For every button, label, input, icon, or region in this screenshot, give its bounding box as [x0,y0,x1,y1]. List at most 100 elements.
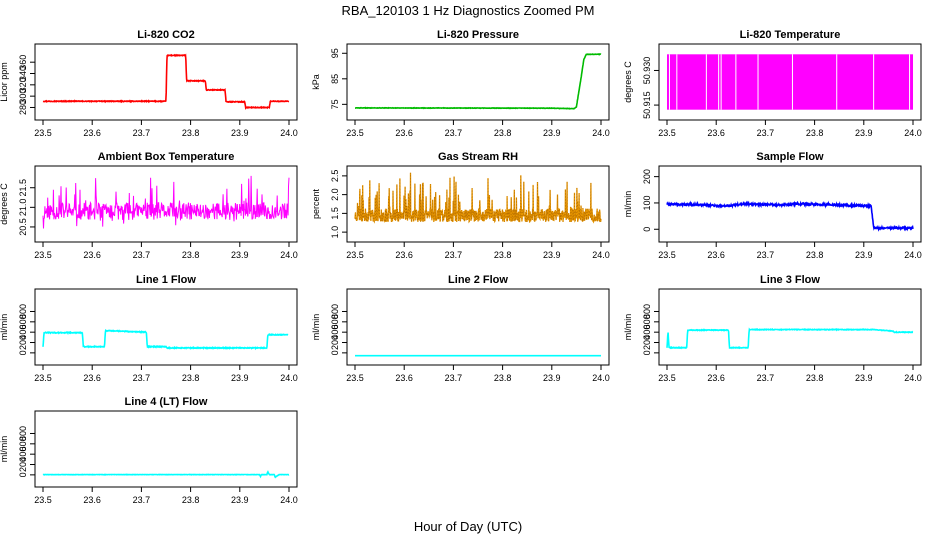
panel-3-x-tick-label: 24.0 [904,128,922,138]
panel-8-x-tick-label: 23.8 [494,373,512,383]
panel-9-y-tick-label: 400 [642,325,652,340]
panel-1-y-tick-label: 280 [18,100,28,115]
panel-2-y-tick-label: 95 [330,48,340,58]
panel-6-y-tick-label: 100 [642,195,652,210]
panel-2-x-tick-label: 24.0 [592,128,610,138]
panel-5-title: Gas Stream RH [438,151,518,163]
panel-6-plot-area [666,200,914,232]
panel-6-frame [658,165,922,243]
panel-1-x-tick-label: 23.7 [133,128,151,138]
panel-9-title: Line 3 Flow [760,274,820,286]
figure-x-axis-label: Hour of Day (UTC) [414,519,522,534]
panel-2-x-tick-label: 23.7 [445,128,463,138]
panel-3-series-band [667,54,913,110]
panel-8-x-tick-label: 23.9 [543,373,561,383]
panel-1-frame [34,43,298,121]
panel-5-series-points [354,172,602,223]
panel-grid: Li-820 CO2 Licor ppm 23.5 23.6 23.7 23.8 23.9 2… [0,29,922,505]
panel-5-y-tick-label: 2.5 [330,170,340,183]
panel-8-frame [346,288,610,366]
panel-3-title: Li-820 Temperature [740,29,841,41]
panel-2: Li-820 Pressure kPa 23.5 23.6 23.7 23.8 23.9 24… [311,29,610,138]
panel-1-y-tick-label: 320 [18,77,28,92]
panel-2-x-tick-label: 23.8 [494,128,512,138]
panel-2-y-tick-label: 75 [330,99,340,109]
panel-4-x-tick-label: 23.5 [34,250,52,260]
panel-8-x-tick-label: 23.7 [445,373,463,383]
panel-10: Line 4 (LT) Flow ml/min 23.5 23.6 23.7 23.8 23… [0,396,298,505]
panel-7: Line 1 Flow ml/min 23.5 23.6 23.7 23.8 23.9 24.… [0,274,298,383]
panel-1-y-tick-label: 300 [18,89,28,104]
panel-7-x-tick-label: 23.9 [231,373,249,383]
panel-10-title: Line 4 (LT) Flow [125,396,208,408]
panel-7-y-axis-label: ml/min [0,314,9,341]
panel-6-x-tick-label: 24.0 [904,250,922,260]
panel-10-y-tick-label: 0 [18,472,28,477]
panel-8-y-tick-label: 800 [330,304,340,319]
panel-1-y-axis-label: Licor ppm [0,62,9,102]
panel-4-x-tick-label: 23.9 [231,250,249,260]
panel-10-x-tick-label: 23.7 [133,495,151,505]
panel-9-y-tick-label: 600 [642,314,652,329]
panel-5-y-axis-label: percent [311,188,321,219]
panel-3-x-tick-label: 23.6 [707,128,725,138]
panel-6-x-tick-label: 23.9 [855,250,873,260]
panel-9-frame [658,288,922,366]
panel-2-plot-area [355,52,602,110]
panel-6-y-tick-label: 0 [642,227,652,232]
panel-5-frame [346,165,610,243]
panel-8-x-tick-label: 23.6 [395,373,413,383]
panel-1-x-tick-label: 23.5 [34,128,52,138]
panel-2-series-line [355,52,602,110]
panel-9-y-tick-label: 0 [642,350,652,355]
panel-4-y-tick-label: 21.0 [18,199,28,217]
panel-1-x-tick-label: 23.8 [182,128,200,138]
panel-4-title: Ambient Box Temperature [98,151,235,163]
panel-8: Line 2 Flow ml/min 23.5 23.6 23.7 23.8 23.9 24.… [311,274,610,383]
panel-5-y-tick-label: 1.5 [330,207,340,220]
panel-8-y-axis-label: ml/min [311,314,321,341]
panel-2-x-tick-label: 23.9 [543,128,561,138]
panel-8-y-tick-label: 600 [330,314,340,329]
panel-8-y-tick-label: 200 [330,335,340,350]
panel-7-frame [34,288,298,366]
panel-5-y-tick-label: 2.0 [330,188,340,201]
panel-3-y-tick-label: 50.915 [642,91,652,119]
panel-8-x-tick-label: 24.0 [592,373,610,383]
panel-6-x-tick-label: 23.5 [658,250,676,260]
panel-6-x-tick-label: 23.6 [707,250,725,260]
panel-10-y-tick-label: 800 [18,426,28,441]
panel-10-y-tick-label: 400 [18,447,28,462]
panel-5-y-tick-label: 1.0 [330,226,340,239]
panel-5-series-line [354,172,602,224]
panel-8-y-tick-label: 400 [330,325,340,340]
panel-3-plot-area [667,54,913,110]
panel-4-frame [34,165,298,243]
panel-3-y-tick-label: 50.930 [642,57,652,85]
panel-9-x-tick-label: 24.0 [904,373,922,383]
panel-9-x-tick-label: 23.8 [806,373,824,383]
panel-10-plot-area [42,470,290,479]
panel-6-title: Sample Flow [756,151,824,163]
panel-10-x-tick-label: 23.8 [182,495,200,505]
panel-7-plot-area [42,328,289,351]
panel-5-x-tick-label: 24.0 [592,250,610,260]
panel-8-y-tick-label: 0 [330,350,340,355]
figure-title: RBA_120103 1 Hz Diagnostics Zoomed PM [342,3,595,18]
panel-9-y-tick-label: 200 [642,335,652,350]
panel-4-plot-area [42,175,290,229]
panel-5: Gas Stream RH percent 23.5 23.6 23.7 23.8 23.9… [311,151,610,260]
panel-2-x-tick-label: 23.5 [346,128,364,138]
panel-9-x-tick-label: 23.7 [757,373,775,383]
panel-4: Ambient Box Temperature degrees C 23.5 23.6… [0,151,298,260]
panel-7-x-tick-label: 23.8 [182,373,200,383]
panel-5-x-tick-label: 23.8 [494,250,512,260]
panel-10-x-tick-label: 24.0 [280,495,298,505]
panel-3-x-tick-label: 23.9 [855,128,873,138]
panel-1-y-tick-label: 340 [18,66,28,81]
panel-5-plot-area [354,172,602,224]
panel-1-y-tick-label: 360 [18,55,28,70]
panel-10-y-axis-label: ml/min [0,436,9,463]
panel-9-x-tick-label: 23.6 [707,373,725,383]
